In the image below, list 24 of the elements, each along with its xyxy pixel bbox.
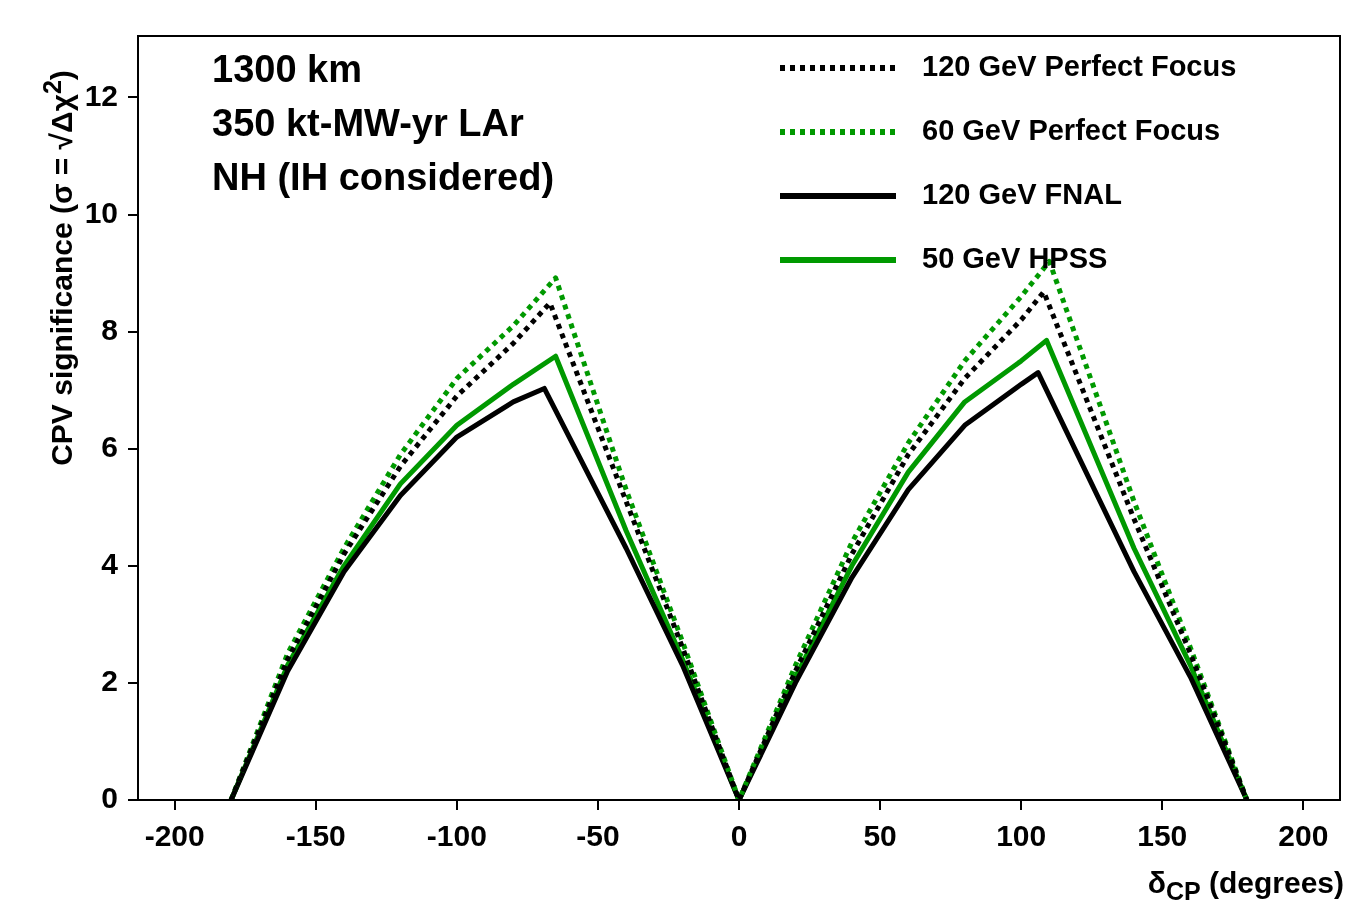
x-axis-title: δ$_{CP}$ (degrees) [1147, 866, 1344, 906]
x-tick-label: -150 [285, 819, 346, 853]
y-tick-label: 2 [101, 664, 118, 698]
x-tick-label: 200 [1278, 819, 1329, 853]
legend-label: 120 GeV Perfect Focus [922, 50, 1237, 82]
y-tick-label: 0 [101, 781, 118, 815]
y-tick-label: 8 [101, 312, 118, 346]
y-tick-label: 12 [84, 78, 118, 112]
y-tick-label: 10 [84, 195, 118, 229]
x-tick-label: -100 [426, 819, 487, 853]
annotation: NH (IH considered) [212, 156, 555, 199]
legend-label: 50 GeV HPSS [922, 242, 1108, 274]
x-tick-label: -50 [576, 819, 620, 853]
x-tick-label: 0 [730, 819, 748, 853]
annotation: 1300 km [212, 48, 363, 91]
x-tick-label: 50 [863, 819, 897, 853]
annotation: 350 kt-MW-yr LAr [212, 102, 524, 145]
legend-label: 60 GeV Perfect Focus [922, 114, 1221, 146]
x-tick-label: 150 [1137, 819, 1188, 853]
y-tick-label: 4 [101, 547, 119, 581]
legend-label: 120 GeV FNAL [922, 178, 1122, 210]
y-tick-label: 6 [101, 430, 118, 463]
x-tick-label: 100 [996, 819, 1047, 853]
x-tick-label: -200 [144, 819, 205, 853]
